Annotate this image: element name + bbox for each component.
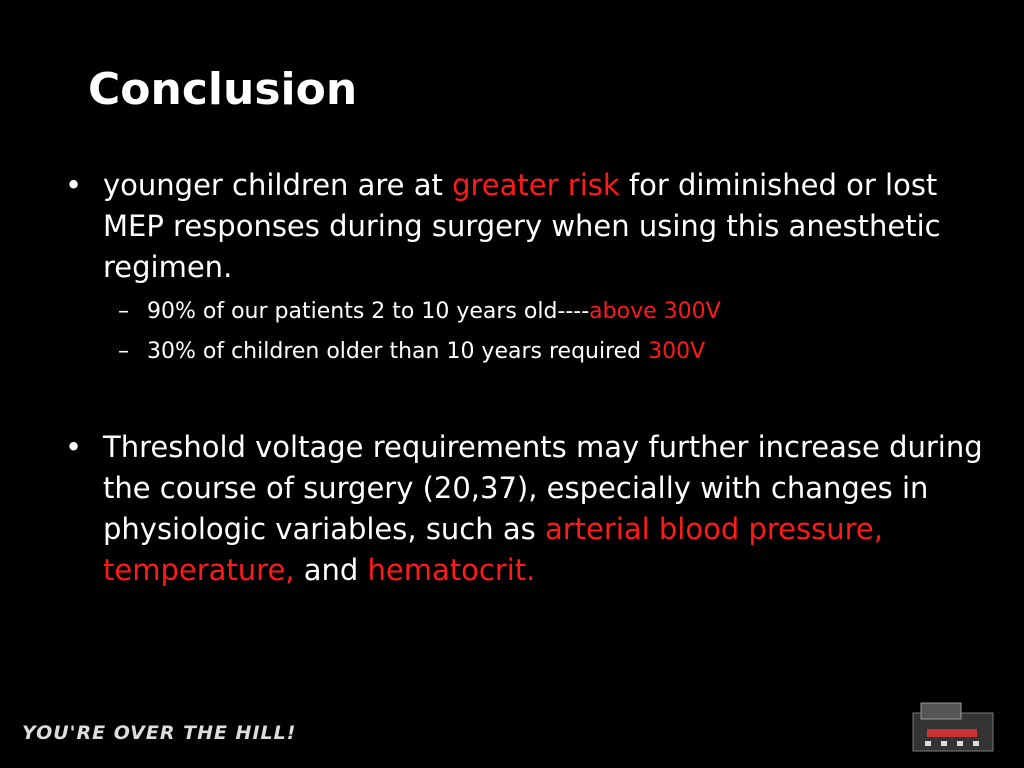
icon-dot xyxy=(973,741,979,746)
highlight: above 300V xyxy=(589,299,721,324)
highlight: arterial blood pressure, temperature, xyxy=(103,512,883,587)
text: Threshold voltage requirements may furth… xyxy=(103,430,983,546)
icon-lid xyxy=(920,702,962,720)
highlight: hematocrit. xyxy=(367,553,536,587)
sub-bullet: 90% of our patients 2 to 10 years old---… xyxy=(118,297,987,327)
highlight: greater risk xyxy=(452,168,620,202)
bullet: younger children are at greater risk for… xyxy=(65,165,983,288)
icon-dot xyxy=(957,741,963,746)
text: 90% of our patients 2 to 10 years old---… xyxy=(147,299,590,324)
footer-logo: YOU'RE OVER THE HILL! xyxy=(22,722,297,744)
icon-dot xyxy=(925,741,931,746)
icon-stripe xyxy=(927,729,977,737)
text: younger children are at xyxy=(103,168,453,202)
text: for diminished or lost MEP responses dur… xyxy=(103,168,941,284)
highlight: 300V xyxy=(648,339,706,364)
sub-bullet: 30% of children older than 10 years requ… xyxy=(118,337,987,367)
slide-title: Conclusion xyxy=(88,64,358,115)
bullet: Threshold voltage requirements may furth… xyxy=(65,427,983,591)
text: 30% of children older than 10 years requ… xyxy=(147,339,649,364)
icon-dot xyxy=(941,741,947,746)
text: and xyxy=(294,553,368,587)
footer-icon xyxy=(912,702,994,752)
